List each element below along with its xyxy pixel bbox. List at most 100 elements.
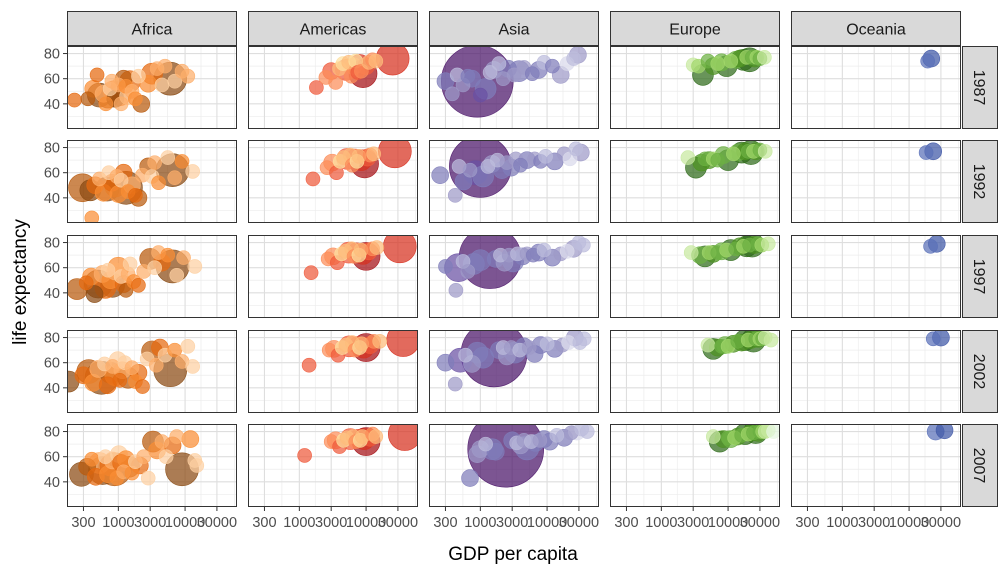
data-point [382,235,417,264]
points-africa-1997 [67,245,203,303]
data-point [297,448,312,463]
data-point [431,166,449,185]
data-point [136,449,152,464]
points-asia-1987 [436,46,587,118]
data-point [67,92,82,108]
data-point [157,58,173,74]
data-point [760,236,776,252]
data-point [158,449,174,464]
panel-asia-1992 [429,140,599,223]
data-point [128,91,143,107]
data-point [478,436,493,452]
strip-1997: 1997 [962,235,998,318]
data-point [180,68,196,84]
x-axis-title: GDP per capita [448,544,578,565]
points-oceania-2007 [926,424,954,441]
panel-asia-2007 [429,424,599,507]
points-africa-1992 [68,150,200,223]
data-point [445,86,460,102]
strip-background [248,11,418,46]
y-tick-label: 60 [44,450,60,466]
panels-layer [67,46,961,507]
data-point [131,278,146,293]
panel-border [791,424,961,507]
data-point [925,331,941,347]
panel-americas-1992 [248,140,418,223]
data-point [524,66,540,81]
data-point [763,332,779,348]
y-tick-label: 80 [44,236,60,252]
strip-americas: Americas [248,11,418,46]
x-tick-label: 1000 [102,515,134,531]
data-point [378,140,412,169]
panel-border [429,140,599,223]
y-tick-label: 80 [44,425,60,441]
strip-label: Asia [498,22,529,39]
data-point [368,53,384,69]
points-europe-1987 [685,47,772,86]
data-point [576,237,591,253]
data-point [181,430,200,448]
data-point [460,264,476,279]
panel-border [67,330,237,413]
x-tick-label: 10000 [346,515,386,531]
data-point [305,171,321,187]
data-point [918,145,934,160]
y-tick-label: 40 [44,97,60,113]
points-africa-1987 [67,58,196,113]
points-oceania-1997 [923,235,946,254]
data-point [176,250,191,265]
panel-africa-1997 [67,235,237,318]
data-point [545,58,560,74]
panel-africa-2002 [67,330,237,413]
data-point [462,162,478,178]
panel-americas-1987 [248,46,418,129]
strip-background [962,140,998,223]
data-point [723,53,739,69]
y-tick-label: 60 [44,356,60,372]
panel-africa-1992 [67,140,237,223]
data-point [309,80,324,95]
data-point [766,424,780,439]
x-tick-label: 10000 [708,515,748,531]
data-point [140,470,156,486]
data-point [438,259,453,274]
data-point [387,424,418,451]
points-americas-2007 [297,424,418,463]
strip-label: Africa [132,22,173,39]
strip-2007: 2007 [962,424,998,507]
y-tick-label: 80 [44,331,60,347]
x-tick-label: 30000 [921,515,961,531]
points-asia-2002 [436,330,592,392]
strip-label: 2002 [970,354,987,390]
x-tick-label: 30000 [740,515,780,531]
data-point [98,96,114,112]
panel-border [791,140,961,223]
panel-border [791,330,961,413]
points-asia-1992 [431,140,590,203]
panel-border [429,235,599,318]
panel-oceania-1997 [791,235,961,318]
x-tick-label: 1000 [826,515,858,531]
panel-border [429,330,599,413]
panel-border [429,46,599,129]
x-tick-label: 3000 [315,515,347,531]
strip-background [962,330,998,413]
x-tick-label: 300 [433,515,457,531]
y-tick-label: 80 [44,141,60,157]
data-point [185,359,200,374]
strip-label: 1997 [970,259,987,295]
panel-europe-2002 [610,330,780,413]
panel-border [610,330,780,413]
x-tick-label: 1000 [464,515,496,531]
points-oceania-1987 [920,49,941,69]
data-point [566,51,581,66]
data-point [147,155,162,170]
strip-label: Americas [300,22,367,39]
panel-europe-2007 [610,424,780,507]
data-point [539,336,555,352]
data-point [328,75,343,90]
panel-border [248,140,418,223]
x-tick-label: 3000 [134,515,166,531]
